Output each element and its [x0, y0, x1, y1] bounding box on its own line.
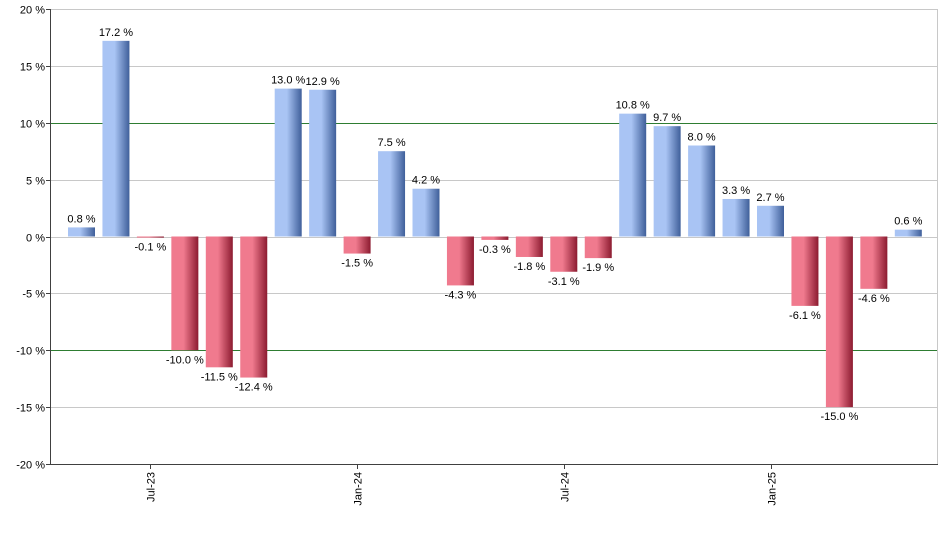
- bar-value-label: -0.3 %: [479, 244, 511, 256]
- bar-negative: [343, 236, 371, 254]
- bar-value-label: -11.5 %: [201, 371, 238, 383]
- bar-positive: [653, 126, 681, 237]
- bar-value-label: -6.1 %: [789, 310, 821, 322]
- bar-value-label: 8.0 %: [688, 132, 716, 144]
- axes: [46, 9, 938, 469]
- y-tick-label: -15 %: [16, 403, 45, 415]
- bar-value-label: -0.1 %: [135, 242, 167, 254]
- x-tick-label: Jul-24: [560, 472, 572, 502]
- y-tick-label: 20 %: [20, 5, 45, 17]
- x-tick-label: Jul-23: [146, 472, 158, 502]
- bar-positive: [722, 198, 750, 237]
- bar-positive: [274, 88, 302, 237]
- bar-value-label: -3.1 %: [548, 276, 580, 288]
- bar-negative: [860, 236, 888, 289]
- bar-positive: [688, 145, 716, 237]
- bar-value-label: 3.3 %: [722, 185, 750, 197]
- y-tick-label: 0 %: [26, 233, 45, 245]
- bar-negative: [791, 236, 819, 306]
- bar-value-label: -4.3 %: [445, 289, 477, 301]
- bar-value-label: -1.5 %: [341, 258, 373, 270]
- bar-value-label: 4.2 %: [412, 175, 440, 187]
- labels: 20 % 15 % 10 % 5 % 0 % -5 % -10 % -15 % -20 % 0.8…: [16, 5, 922, 506]
- bar-negative: [481, 236, 509, 240]
- y-tick-label: -10 %: [16, 346, 45, 358]
- reference-lines: [50, 123, 938, 351]
- bar-value-label: -15.0 %: [820, 411, 858, 423]
- bar-positive: [619, 113, 647, 237]
- bar-positive: [757, 205, 784, 237]
- bar-value-label: -1.9 %: [582, 262, 614, 274]
- bar-value-label: 13.0 %: [271, 75, 305, 87]
- x-tick-label: Jan-24: [353, 472, 365, 506]
- bar-positive: [894, 229, 922, 237]
- bar-negative: [240, 236, 268, 378]
- bar-negative: [136, 236, 164, 238]
- y-tick-label: -5 %: [22, 289, 45, 301]
- y-tick-label: 10 %: [20, 119, 45, 131]
- bar-positive: [378, 151, 406, 237]
- bar-negative: [515, 236, 543, 257]
- bar-negative: [584, 236, 612, 259]
- x-tick-label: Jan-25: [767, 472, 779, 506]
- y-tick-label: -20 %: [16, 460, 45, 472]
- bar-value-label: 17.2 %: [99, 27, 133, 39]
- bar-negative: [446, 236, 474, 286]
- bars: [68, 40, 922, 408]
- bar-negative: [171, 236, 199, 351]
- bar-value-label: -10.0 %: [166, 354, 204, 366]
- bar-value-label: 10.8 %: [616, 100, 650, 112]
- bar-value-label: -4.6 %: [858, 293, 890, 305]
- bar-value-label: -1.8 %: [513, 261, 545, 273]
- bar-negative: [550, 236, 578, 272]
- bar-value-label: 0.8 %: [67, 213, 95, 225]
- bar-positive: [309, 89, 337, 237]
- bar-negative: [825, 236, 853, 408]
- bar-value-label: 7.5 %: [377, 137, 405, 149]
- bar-positive: [102, 40, 130, 237]
- bar-value-label: -12.4 %: [235, 382, 273, 394]
- bar-value-label: 9.7 %: [653, 112, 681, 124]
- y-tick-label: 15 %: [20, 62, 45, 74]
- y-tick-label: 5 %: [26, 176, 45, 188]
- bar-value-label: 2.7 %: [756, 192, 784, 204]
- bar-value-label: 12.9 %: [306, 76, 340, 88]
- bar-positive: [412, 188, 440, 237]
- bar-negative: [205, 236, 233, 368]
- bar-positive: [68, 227, 95, 237]
- bar-value-label: 0.6 %: [894, 216, 922, 228]
